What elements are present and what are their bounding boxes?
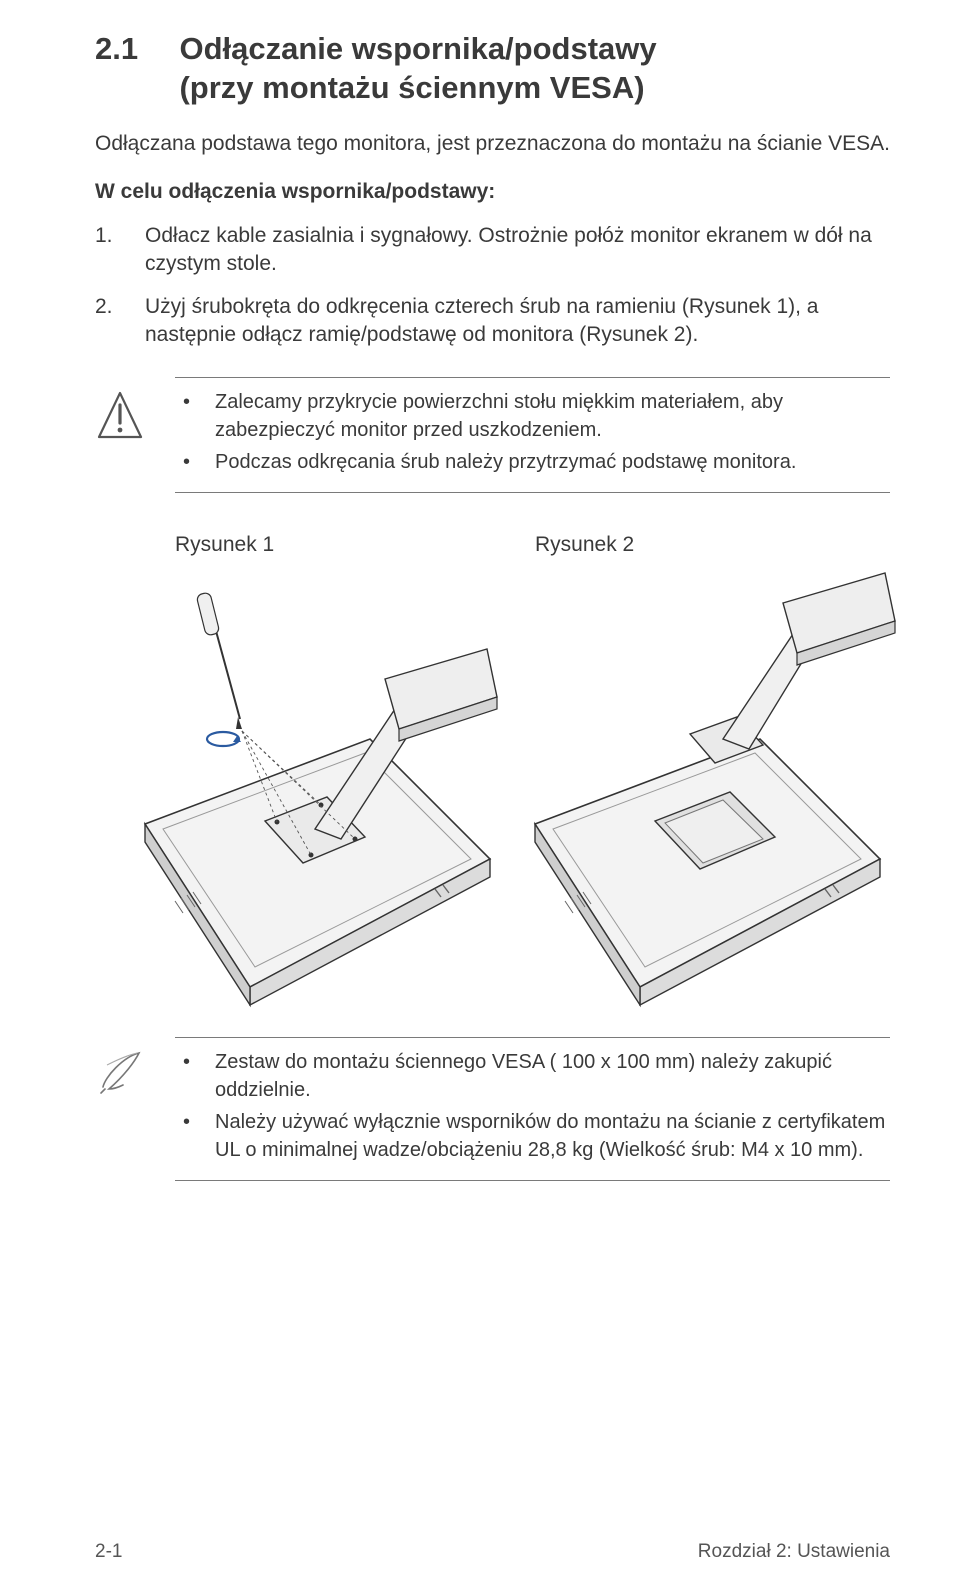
section-number: 2.1 xyxy=(95,30,175,69)
figure-label-2: Rysunek 2 xyxy=(535,533,634,557)
section-heading: 2.1 Odłączanie wspornika/podstawy (przy … xyxy=(95,30,890,108)
step-text: Użyj śrubokręta do odkręcenia czterech ś… xyxy=(145,293,890,350)
caution-icon xyxy=(95,377,175,493)
procedure-heading: W celu odłączenia wspornika/podstawy: xyxy=(95,180,890,204)
bullet-dot: • xyxy=(175,448,215,476)
step-text: Odłacz kable zasialnia i sygnałowy. Ostr… xyxy=(145,222,890,279)
step-1: 1. Odłacz kable zasialnia i sygnałowy. O… xyxy=(95,222,890,279)
footer-page-number: 2-1 xyxy=(95,1541,122,1563)
figure-label-1: Rysunek 1 xyxy=(175,533,535,557)
figure-labels: Rysunek 1 Rysunek 2 xyxy=(95,533,890,557)
page-footer: 2-1 Rozdział 2: Ustawienia xyxy=(95,1541,890,1563)
bullet-dot: • xyxy=(175,1048,215,1104)
bullet-dot: • xyxy=(175,1108,215,1164)
caution-callout: • Zalecamy przykrycie powierzchni stołu … xyxy=(95,377,890,493)
step-number: 2. xyxy=(95,293,145,350)
note-bullet-2: Należy używać wyłącznie wsporników do mo… xyxy=(215,1108,890,1164)
note-bullet-1: Zestaw do montażu ściennego VESA ( 100 x… xyxy=(215,1048,890,1104)
intro-paragraph: Odłączana podstawa tego monitora, jest p… xyxy=(95,130,890,158)
caution-bullet-1: Zalecamy przykrycie powierzchni stołu mi… xyxy=(215,388,890,444)
section-title-text: Odłączanie wspornika/podstawy (przy mont… xyxy=(179,30,859,108)
note-callout: • Zestaw do montażu ściennego VESA ( 100… xyxy=(95,1037,890,1181)
caution-body: • Zalecamy przykrycie powierzchni stołu … xyxy=(175,377,890,493)
note-icon xyxy=(95,1037,175,1181)
step-2: 2. Użyj śrubokręta do odkręcenia czterec… xyxy=(95,293,890,350)
bullet-dot: • xyxy=(175,388,215,444)
figure-diagrams xyxy=(95,569,890,999)
footer-chapter: Rozdział 2: Ustawienia xyxy=(698,1541,890,1563)
section-title-line2: (przy montażu ściennym VESA) xyxy=(179,70,644,105)
step-number: 1. xyxy=(95,222,145,279)
section-title-line1: Odłączanie wspornika/podstawy xyxy=(179,31,656,66)
caution-bullet-2: Podczas odkręcania śrub należy przytrzym… xyxy=(215,448,890,476)
note-body: • Zestaw do montażu ściennego VESA ( 100… xyxy=(175,1037,890,1181)
